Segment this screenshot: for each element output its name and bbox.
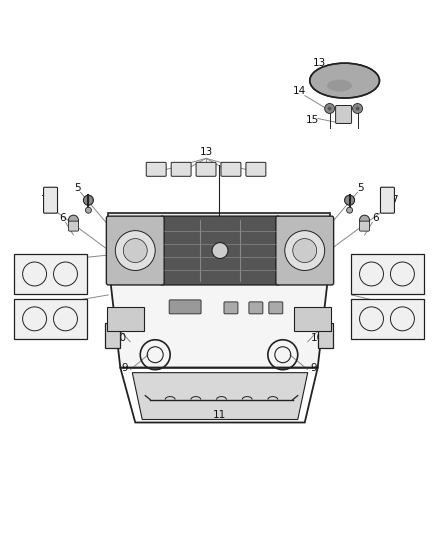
Circle shape bbox=[325, 103, 335, 114]
FancyBboxPatch shape bbox=[106, 216, 164, 285]
FancyBboxPatch shape bbox=[276, 216, 334, 285]
FancyBboxPatch shape bbox=[68, 221, 78, 231]
Circle shape bbox=[346, 207, 353, 213]
Polygon shape bbox=[108, 213, 330, 263]
Circle shape bbox=[293, 239, 317, 263]
Text: 4: 4 bbox=[29, 300, 36, 310]
Circle shape bbox=[328, 107, 332, 110]
FancyBboxPatch shape bbox=[249, 302, 263, 314]
Circle shape bbox=[85, 207, 92, 213]
Circle shape bbox=[353, 103, 363, 114]
FancyBboxPatch shape bbox=[107, 307, 144, 331]
FancyBboxPatch shape bbox=[350, 254, 424, 294]
Text: 4: 4 bbox=[402, 300, 409, 310]
Circle shape bbox=[356, 107, 360, 110]
FancyBboxPatch shape bbox=[196, 163, 216, 176]
Text: 10: 10 bbox=[114, 333, 127, 343]
Text: 14: 14 bbox=[293, 86, 306, 95]
Polygon shape bbox=[108, 263, 330, 368]
Circle shape bbox=[124, 239, 147, 263]
FancyBboxPatch shape bbox=[43, 187, 57, 213]
FancyBboxPatch shape bbox=[221, 163, 241, 176]
FancyBboxPatch shape bbox=[336, 106, 352, 124]
Text: 13: 13 bbox=[313, 58, 326, 68]
Polygon shape bbox=[318, 323, 332, 348]
Text: 5: 5 bbox=[357, 183, 364, 193]
Polygon shape bbox=[106, 323, 120, 348]
Polygon shape bbox=[132, 373, 308, 419]
Circle shape bbox=[83, 195, 93, 205]
Text: 13: 13 bbox=[199, 147, 213, 157]
Ellipse shape bbox=[327, 79, 352, 92]
Text: 6: 6 bbox=[59, 213, 66, 223]
FancyBboxPatch shape bbox=[350, 299, 424, 339]
FancyBboxPatch shape bbox=[169, 300, 201, 314]
Ellipse shape bbox=[310, 63, 379, 98]
FancyBboxPatch shape bbox=[269, 302, 283, 314]
Circle shape bbox=[345, 195, 355, 205]
Polygon shape bbox=[115, 218, 323, 238]
Circle shape bbox=[115, 231, 155, 270]
FancyBboxPatch shape bbox=[360, 221, 370, 231]
Text: 1: 1 bbox=[29, 255, 36, 265]
FancyBboxPatch shape bbox=[246, 163, 266, 176]
Text: 1: 1 bbox=[402, 255, 409, 265]
Text: 5: 5 bbox=[74, 183, 81, 193]
FancyBboxPatch shape bbox=[14, 254, 88, 294]
Circle shape bbox=[68, 215, 78, 225]
Text: 7: 7 bbox=[391, 195, 398, 205]
FancyBboxPatch shape bbox=[14, 299, 88, 339]
Circle shape bbox=[212, 243, 228, 259]
FancyBboxPatch shape bbox=[171, 163, 191, 176]
FancyBboxPatch shape bbox=[381, 187, 395, 213]
FancyBboxPatch shape bbox=[160, 216, 280, 285]
FancyBboxPatch shape bbox=[294, 307, 331, 331]
FancyBboxPatch shape bbox=[146, 163, 166, 176]
Text: 9: 9 bbox=[311, 362, 317, 373]
FancyBboxPatch shape bbox=[224, 302, 238, 314]
Circle shape bbox=[285, 231, 325, 270]
Text: 6: 6 bbox=[372, 213, 379, 223]
Circle shape bbox=[360, 215, 370, 225]
Text: 7: 7 bbox=[40, 195, 47, 205]
Text: 10: 10 bbox=[311, 333, 324, 343]
Text: 9: 9 bbox=[121, 362, 127, 373]
Text: 15: 15 bbox=[306, 116, 319, 125]
Text: 11: 11 bbox=[212, 409, 226, 419]
